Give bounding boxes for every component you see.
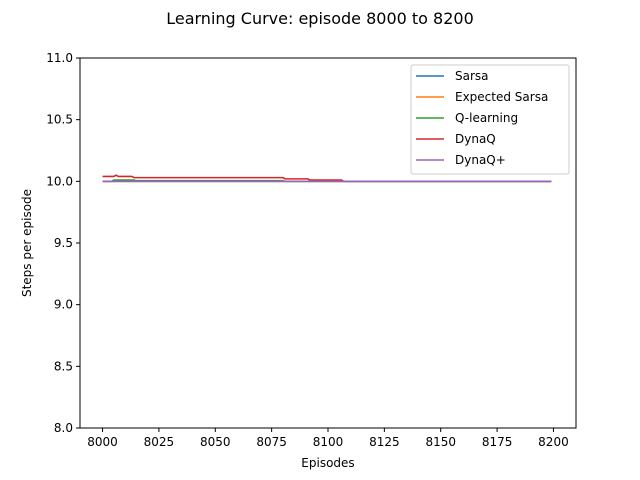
x-tick-label: 8025 xyxy=(144,435,175,449)
x-tick-label: 8200 xyxy=(538,435,569,449)
y-tick-label: 9.0 xyxy=(54,298,73,312)
x-axis-label: Episodes xyxy=(301,456,354,470)
y-tick-label: 9.5 xyxy=(54,236,73,250)
y-tick-label: 10.5 xyxy=(46,113,73,127)
y-tick-label: 11.0 xyxy=(46,51,73,65)
chart-title: Learning Curve: episode 8000 to 8200 xyxy=(166,9,474,28)
x-tick-label: 8175 xyxy=(482,435,513,449)
legend-entry: DynaQ+ xyxy=(455,153,506,167)
y-tick-label: 10.0 xyxy=(46,174,73,188)
x-tick-label: 8100 xyxy=(313,435,344,449)
x-tick-label: 8075 xyxy=(256,435,287,449)
legend-entry: Q-learning xyxy=(455,111,518,125)
legend-entry: Sarsa xyxy=(455,69,489,83)
x-tick-label: 8000 xyxy=(87,435,118,449)
series-line-dynaq xyxy=(102,174,552,183)
y-tick-label: 8.0 xyxy=(54,421,73,435)
x-tick-label: 8150 xyxy=(425,435,456,449)
y-tick-label: 8.5 xyxy=(54,359,73,373)
plot-lines xyxy=(102,174,552,183)
legend: Sarsa Expected Sarsa Q-learning DynaQ DynaQ+ xyxy=(410,64,570,175)
y-axis-label: Steps per episode xyxy=(20,189,34,297)
x-tick-label: 8125 xyxy=(369,435,400,449)
y-axis: 8.0 8.5 9.0 9.5 10.0 10.5 11.0 xyxy=(46,51,80,435)
legend-box xyxy=(410,64,570,175)
x-tick-label: 8050 xyxy=(200,435,231,449)
x-axis: 8000 8025 8050 8075 8100 8125 8150 8175 8200 xyxy=(87,428,569,449)
legend-entry: Expected Sarsa xyxy=(455,90,548,104)
legend-entry: DynaQ xyxy=(455,132,496,146)
